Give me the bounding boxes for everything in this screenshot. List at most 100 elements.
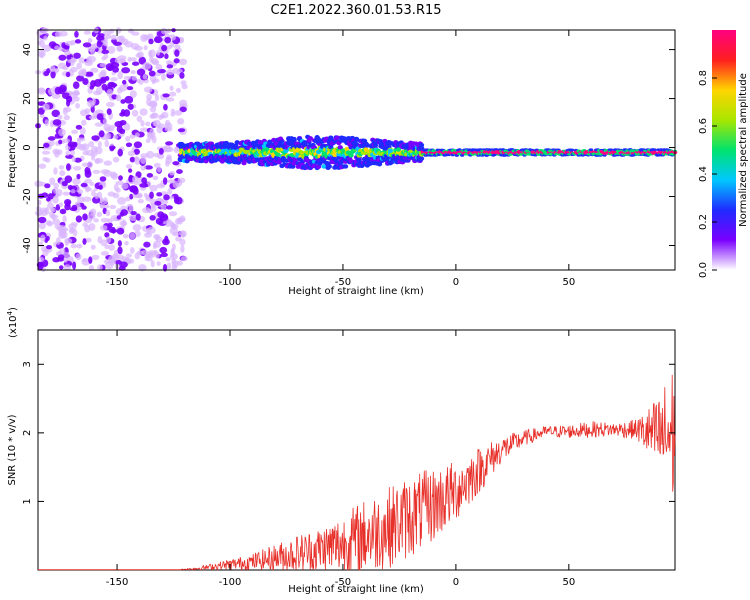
spectrogram-cell bbox=[84, 108, 91, 114]
y-tick-label: 20 bbox=[22, 92, 33, 105]
spectrogram-cell bbox=[75, 124, 83, 130]
spectrogram-panel: -150 -100 -50 0 50 -40 -20 0 20 40 Height of str… bbox=[7, 26, 678, 297]
spectrogram-cell bbox=[82, 78, 89, 86]
spectrogram-cell bbox=[295, 164, 301, 169]
spectrogram-cell bbox=[47, 88, 55, 96]
spectrogram-cell bbox=[150, 57, 159, 65]
spectrogram-cell bbox=[275, 152, 281, 157]
y-tick-label: -40 bbox=[22, 237, 33, 253]
spectrogram-cell bbox=[97, 33, 105, 38]
spectrogram-cell bbox=[287, 141, 293, 147]
spectrogram-cell bbox=[172, 231, 180, 237]
spectrogram-cell bbox=[168, 211, 178, 217]
spectrogram-cell bbox=[104, 139, 110, 148]
spectrogram-cell bbox=[65, 71, 71, 78]
spectrogram-cell bbox=[82, 196, 92, 202]
spectrogram-cell bbox=[134, 230, 141, 238]
spectrogram-cell bbox=[70, 222, 78, 227]
spectrogram-cell bbox=[172, 161, 180, 166]
spectrogram-cell bbox=[53, 182, 59, 189]
spectrogram-cell bbox=[162, 238, 170, 246]
spectrogram-cell bbox=[88, 222, 96, 231]
spectrogram-cell bbox=[108, 82, 118, 88]
spectrogram-cell bbox=[353, 136, 360, 142]
spectrogram-cell bbox=[159, 246, 168, 254]
spectrogram-cell bbox=[59, 208, 67, 215]
spectrogram-cell bbox=[119, 261, 128, 268]
colorbar-tick-label: 0.2 bbox=[698, 214, 709, 230]
spectrogram-cell bbox=[131, 75, 137, 81]
spectrogram-cell bbox=[71, 204, 78, 211]
spectrogram-cell bbox=[99, 176, 107, 182]
spectrogram-cell bbox=[87, 100, 95, 108]
spectrogram-cell bbox=[176, 260, 183, 266]
spectrogram-cell bbox=[74, 30, 79, 38]
spectrogram-cell bbox=[53, 187, 59, 194]
spectrogram-cell bbox=[66, 99, 71, 107]
spectrogram-cell bbox=[40, 234, 46, 243]
spectrogram-cell bbox=[129, 57, 137, 62]
spectrogram-cell bbox=[47, 202, 54, 209]
y-tick-label: 1 bbox=[22, 498, 33, 504]
spectrogram-cell bbox=[125, 253, 133, 258]
spectrogram-cell bbox=[127, 150, 136, 157]
spectrogram-cell bbox=[139, 127, 149, 132]
spectrogram-cell bbox=[42, 103, 50, 111]
spectrogram-cell bbox=[103, 259, 112, 264]
spectrogram-cell bbox=[154, 119, 161, 128]
spectrogram-cell bbox=[113, 249, 119, 258]
spectrogram-cell bbox=[86, 56, 92, 65]
spectrogram-cell bbox=[138, 56, 147, 65]
figure-title: C2E1.2022.360.01.53.R15 bbox=[270, 3, 441, 18]
spectrogram-cell bbox=[156, 50, 161, 56]
y-tick-label: 40 bbox=[22, 43, 33, 56]
spectrogram-cell bbox=[165, 141, 174, 146]
spectrogram-cell bbox=[125, 135, 131, 142]
spectrogram-cell bbox=[88, 256, 93, 264]
spectrogram-cell bbox=[115, 187, 121, 193]
spectrogram-cell bbox=[155, 63, 163, 70]
spectrogram-cell bbox=[343, 164, 349, 169]
spectrogram-cell bbox=[344, 146, 350, 152]
spectrogram-cell bbox=[116, 227, 125, 235]
spectrogram-cell bbox=[503, 149, 508, 153]
spectrogram-cell bbox=[96, 40, 103, 48]
spectrogram-cell bbox=[161, 44, 168, 52]
spectrogram-cell bbox=[134, 157, 141, 165]
spectrogram-cell bbox=[107, 222, 113, 228]
spectrogram-cell bbox=[96, 211, 102, 218]
spectrogram-cell bbox=[49, 177, 56, 186]
spectrogram-cell bbox=[148, 49, 156, 58]
spectrogram-cell bbox=[146, 98, 152, 107]
spectrogram-cell bbox=[125, 142, 133, 148]
spectrogram-cell bbox=[166, 64, 174, 69]
spectrogram-cell bbox=[129, 232, 136, 240]
spectrogram-cells bbox=[34, 26, 678, 272]
spectrogram-cell bbox=[85, 237, 92, 243]
spectrogram-cell bbox=[77, 189, 83, 195]
spectrogram-cell bbox=[165, 205, 173, 210]
spectrogram-cell bbox=[372, 143, 379, 148]
spectrogram-cell bbox=[88, 141, 95, 148]
spectrogram-cell bbox=[44, 119, 49, 127]
spectrogram-cell bbox=[77, 196, 85, 204]
spectrogram-cell bbox=[90, 244, 96, 250]
spectrogram-cell bbox=[63, 114, 70, 121]
snr-frame bbox=[37, 329, 676, 571]
spectrogram-cell bbox=[73, 90, 80, 96]
spectrogram-cell bbox=[267, 139, 273, 145]
spectrogram-cell bbox=[106, 88, 114, 97]
spectrogram-cell bbox=[122, 233, 129, 239]
spectrogram-cell bbox=[123, 122, 131, 131]
spectrogram-cell bbox=[175, 87, 181, 93]
spectrogram-cell bbox=[253, 143, 259, 148]
spectrogram-cell bbox=[353, 142, 360, 147]
spectrogram-cell bbox=[76, 75, 85, 82]
spectrogram-cell bbox=[110, 77, 118, 82]
spectrogram-cell bbox=[337, 145, 343, 150]
spectrogram-cell bbox=[82, 213, 88, 221]
spectrogram-cell bbox=[141, 177, 148, 184]
spectrogram-cell bbox=[102, 118, 108, 126]
spectrogram-cell bbox=[62, 251, 70, 259]
spectrogram-cell bbox=[569, 148, 575, 152]
